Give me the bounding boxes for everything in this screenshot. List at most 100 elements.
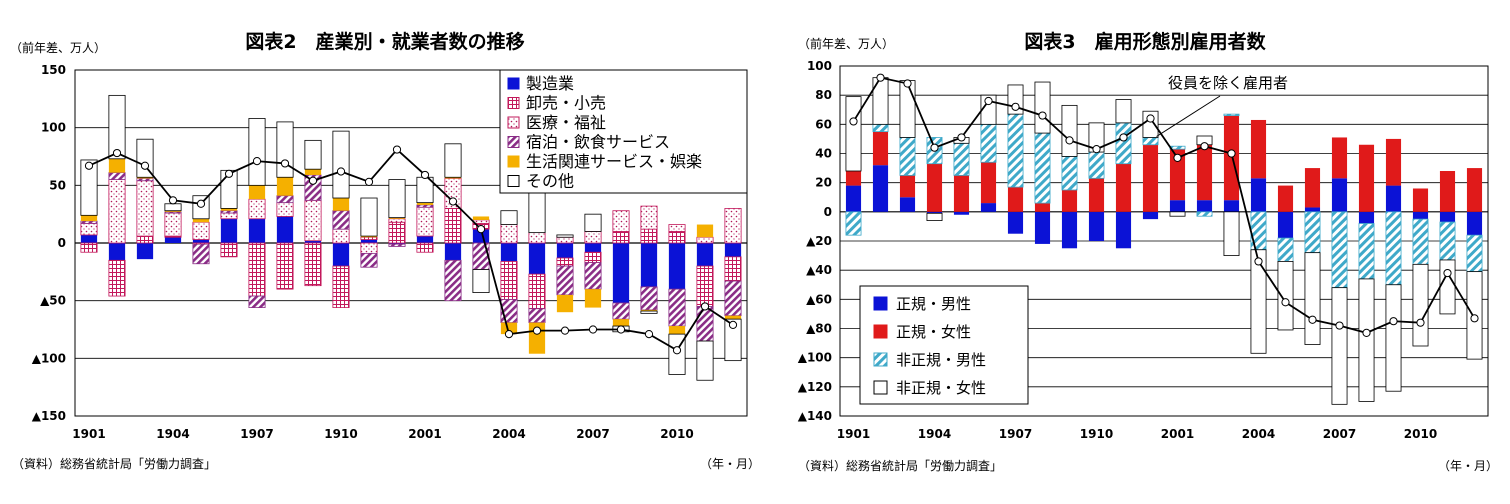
bar-segment bbox=[332, 210, 350, 230]
bar-segment bbox=[276, 216, 294, 243]
bar-segment bbox=[1277, 211, 1294, 239]
bar-segment bbox=[953, 211, 970, 215]
bar-segment bbox=[1250, 211, 1267, 251]
line-annotation: 役員を除く雇用者 bbox=[1156, 74, 1288, 137]
y-tick-label: ▲150 bbox=[32, 409, 66, 423]
bar-segment bbox=[1358, 223, 1375, 280]
legend-label: 製造業 bbox=[526, 74, 574, 93]
series-製造業 bbox=[80, 216, 742, 303]
line-point bbox=[930, 143, 939, 152]
bar-segment bbox=[500, 243, 518, 262]
bar-segment bbox=[1223, 115, 1240, 201]
bar-segment bbox=[388, 218, 406, 223]
series-生活関連サービス-娯楽 bbox=[80, 158, 742, 354]
bar-segment bbox=[220, 208, 238, 211]
bar-segment bbox=[276, 202, 294, 217]
bar-segment bbox=[332, 228, 350, 244]
y-tick-label: ▲40 bbox=[806, 263, 832, 277]
line-point bbox=[560, 326, 570, 335]
bar-segment bbox=[696, 340, 714, 381]
bar-segment bbox=[1034, 203, 1051, 212]
y-tick-label: ▲140 bbox=[798, 409, 832, 423]
bar-segment bbox=[612, 243, 630, 303]
series-医療-福祉 bbox=[80, 178, 742, 254]
x-tick-label: 2010 bbox=[660, 427, 693, 441]
line-point bbox=[672, 346, 682, 355]
bar-segment bbox=[724, 243, 742, 257]
bar-segment bbox=[388, 217, 406, 219]
bar-segment bbox=[980, 162, 997, 204]
bar-segment bbox=[1115, 122, 1132, 165]
x-tick-label: 2001 bbox=[1161, 427, 1194, 441]
x-tick-label: 1901 bbox=[837, 427, 870, 441]
bar-segment bbox=[500, 261, 518, 300]
x-tick-label: 1904 bbox=[918, 427, 951, 441]
bar-segment bbox=[1142, 137, 1159, 146]
legend-swatch bbox=[507, 175, 520, 187]
x-tick-label: 2010 bbox=[1404, 427, 1437, 441]
bar-segment bbox=[80, 159, 98, 216]
legend-box bbox=[499, 69, 748, 194]
bar-segment bbox=[872, 123, 889, 133]
legend-swatch bbox=[507, 136, 520, 148]
bar-segment bbox=[1439, 259, 1456, 315]
bar-segment bbox=[1412, 218, 1429, 265]
bar-segment bbox=[528, 188, 546, 234]
line-point bbox=[1281, 298, 1290, 307]
bar-segment bbox=[1412, 188, 1429, 212]
line-point bbox=[280, 159, 290, 168]
bar-segment bbox=[668, 326, 686, 335]
x-axis-label: （年・月） bbox=[1438, 459, 1498, 473]
bar-segment bbox=[80, 222, 98, 236]
bar-segment bbox=[304, 169, 322, 175]
bar-segment bbox=[1007, 187, 1024, 212]
bar-segment bbox=[388, 221, 406, 244]
legend-item-その他: その他 bbox=[507, 172, 574, 191]
legend-label: 卸売・小売 bbox=[526, 94, 606, 113]
bar-segment bbox=[668, 288, 686, 327]
line-path bbox=[88, 148, 734, 352]
line-point bbox=[476, 225, 486, 234]
bar-segment bbox=[724, 280, 742, 317]
bar-segment bbox=[136, 177, 154, 179]
y-tick-label: ▲120 bbox=[798, 380, 832, 394]
bar-segment bbox=[1277, 185, 1294, 212]
bar-segment bbox=[1196, 200, 1213, 212]
chart-panel-employment: 図表3 雇用形態別雇用者数 （前年差、万人） （資料）総務省統計局「労働力調査」… bbox=[790, 0, 1510, 500]
bar-segment bbox=[332, 265, 350, 308]
bar-segment bbox=[472, 269, 490, 293]
line-point bbox=[1335, 321, 1344, 330]
bar-segment bbox=[612, 210, 630, 232]
bar-segment bbox=[444, 143, 462, 178]
bar-segment bbox=[164, 237, 182, 243]
bar-segment bbox=[1439, 221, 1456, 261]
bar-segment bbox=[899, 197, 916, 212]
bar-segment bbox=[500, 322, 518, 335]
bar-segment bbox=[872, 131, 889, 166]
bar-segment bbox=[845, 96, 862, 172]
bar-segment bbox=[845, 185, 862, 212]
bar-segment bbox=[416, 206, 434, 237]
bar-segment bbox=[584, 243, 602, 253]
legend-label: 正規・男性 bbox=[896, 295, 971, 313]
series-正規-男性 bbox=[845, 165, 1483, 249]
bar-segment bbox=[1466, 168, 1483, 212]
line-point bbox=[308, 176, 318, 185]
y-tick-label: 20 bbox=[815, 176, 832, 190]
bar-segment bbox=[926, 212, 943, 221]
bar-segment bbox=[1169, 200, 1186, 212]
legend-swatch bbox=[507, 77, 520, 90]
bar-segment bbox=[1331, 211, 1348, 289]
bar-segment bbox=[528, 308, 546, 323]
line-point bbox=[168, 196, 178, 205]
line-point bbox=[728, 320, 738, 329]
legend-swatch bbox=[873, 380, 888, 395]
bar-segment bbox=[1115, 211, 1132, 249]
source-label: （資料）総務省統計局「労働力調査」 bbox=[798, 458, 1002, 473]
annotation-label: 役員を除く雇用者 bbox=[1168, 74, 1288, 92]
bar-segment bbox=[980, 123, 997, 163]
bar-segment bbox=[724, 207, 742, 244]
x-tick-label: 1907 bbox=[240, 427, 273, 441]
bar-segment bbox=[1304, 207, 1321, 212]
bar-segment bbox=[164, 212, 182, 237]
